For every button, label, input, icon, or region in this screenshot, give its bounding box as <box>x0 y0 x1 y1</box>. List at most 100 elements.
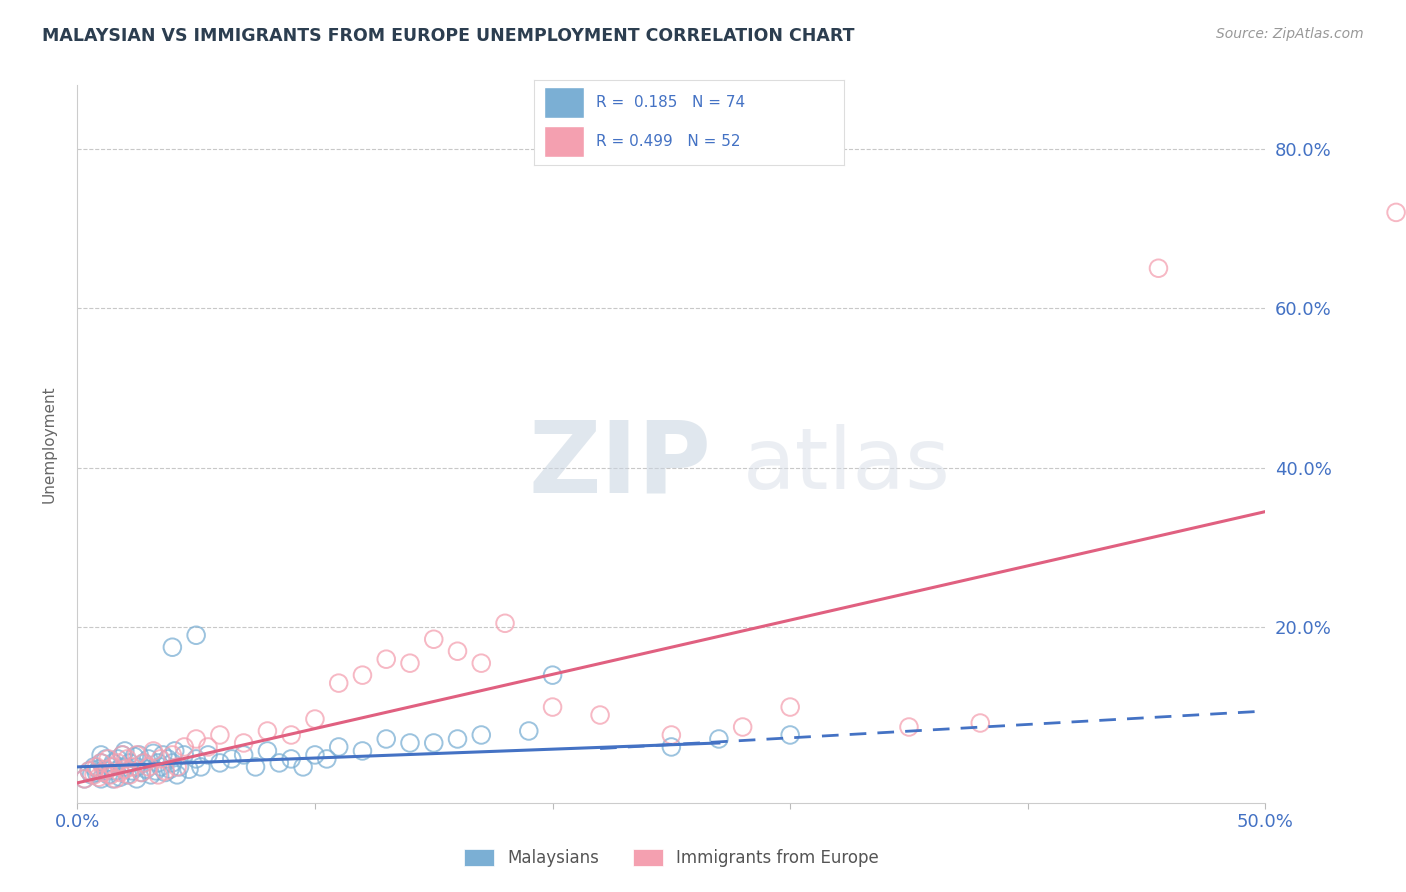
Point <box>100 760 122 774</box>
Point <box>124 749 146 764</box>
Point <box>304 712 326 726</box>
Point <box>375 652 398 666</box>
Point <box>118 756 141 770</box>
Point <box>186 628 208 642</box>
Point <box>163 744 186 758</box>
Point <box>111 747 134 762</box>
Point <box>541 700 564 714</box>
Point <box>173 739 195 754</box>
Point <box>77 764 100 778</box>
Point <box>108 765 131 780</box>
Point <box>328 676 350 690</box>
Point <box>146 768 169 782</box>
Point <box>149 760 172 774</box>
Point <box>399 736 422 750</box>
Point <box>73 772 96 786</box>
Point <box>101 760 124 774</box>
Point <box>969 716 991 731</box>
Point <box>94 752 117 766</box>
Point <box>104 772 127 786</box>
Point <box>93 765 115 780</box>
Point <box>197 747 219 762</box>
Point <box>138 752 160 766</box>
Point <box>304 747 326 762</box>
Point <box>90 756 112 770</box>
Point <box>104 764 127 778</box>
Point <box>470 728 492 742</box>
Point <box>352 744 374 758</box>
Point <box>232 736 254 750</box>
Point <box>190 760 212 774</box>
Point <box>107 752 129 766</box>
Point <box>131 765 153 780</box>
Point <box>114 744 136 758</box>
Point <box>245 760 267 774</box>
Text: atlas: atlas <box>742 424 950 507</box>
Point <box>208 728 231 742</box>
Point <box>90 772 112 786</box>
Point <box>149 752 172 766</box>
Point <box>352 668 374 682</box>
Point <box>661 728 683 742</box>
Text: MALAYSIAN VS IMMIGRANTS FROM EUROPE UNEMPLOYMENT CORRELATION CHART: MALAYSIAN VS IMMIGRANTS FROM EUROPE UNEM… <box>42 27 855 45</box>
Point <box>162 640 184 655</box>
Text: R = 0.499   N = 52: R = 0.499 N = 52 <box>596 134 741 149</box>
Point <box>94 764 117 778</box>
Legend: Malaysians, Immigrants from Europe: Malaysians, Immigrants from Europe <box>457 842 886 873</box>
Point <box>83 760 105 774</box>
Point <box>97 768 120 782</box>
Point <box>208 756 231 770</box>
Point <box>139 768 162 782</box>
Point <box>280 752 302 766</box>
Point <box>173 747 195 762</box>
Point <box>232 747 254 762</box>
Point <box>90 747 112 762</box>
Point <box>280 728 302 742</box>
Point <box>94 762 117 776</box>
Point <box>146 756 169 770</box>
Point <box>159 762 181 776</box>
Point <box>114 760 136 774</box>
Point <box>135 762 157 776</box>
Point <box>80 768 103 782</box>
Point <box>125 747 148 762</box>
Point <box>779 728 801 742</box>
Point <box>128 747 150 762</box>
Point <box>114 762 136 776</box>
Point <box>138 760 160 774</box>
Point <box>541 668 564 682</box>
Text: Source: ZipAtlas.com: Source: ZipAtlas.com <box>1216 27 1364 41</box>
Point <box>898 720 921 734</box>
Point <box>108 770 131 784</box>
Point <box>90 756 112 770</box>
Point <box>131 765 153 780</box>
Point <box>77 764 100 778</box>
Point <box>73 772 96 786</box>
Point <box>186 752 208 766</box>
Point <box>162 747 184 762</box>
Point <box>156 752 179 766</box>
Point <box>125 760 148 774</box>
Point <box>83 768 105 782</box>
Point <box>517 724 540 739</box>
Text: ZIP: ZIP <box>529 417 711 514</box>
Point <box>589 708 612 723</box>
Point <box>399 656 422 670</box>
Point <box>423 736 446 750</box>
Point <box>132 756 155 770</box>
Point <box>162 756 184 770</box>
Point <box>121 764 143 778</box>
FancyBboxPatch shape <box>544 126 583 157</box>
Point <box>221 752 243 766</box>
Point <box>731 720 754 734</box>
FancyBboxPatch shape <box>544 87 583 118</box>
Point <box>256 744 278 758</box>
Point <box>166 760 188 774</box>
Point <box>423 632 446 647</box>
Point <box>470 656 492 670</box>
Point <box>1147 261 1170 276</box>
Point <box>107 756 129 770</box>
Point <box>86 765 108 780</box>
Point <box>779 700 801 714</box>
Point <box>145 764 167 778</box>
